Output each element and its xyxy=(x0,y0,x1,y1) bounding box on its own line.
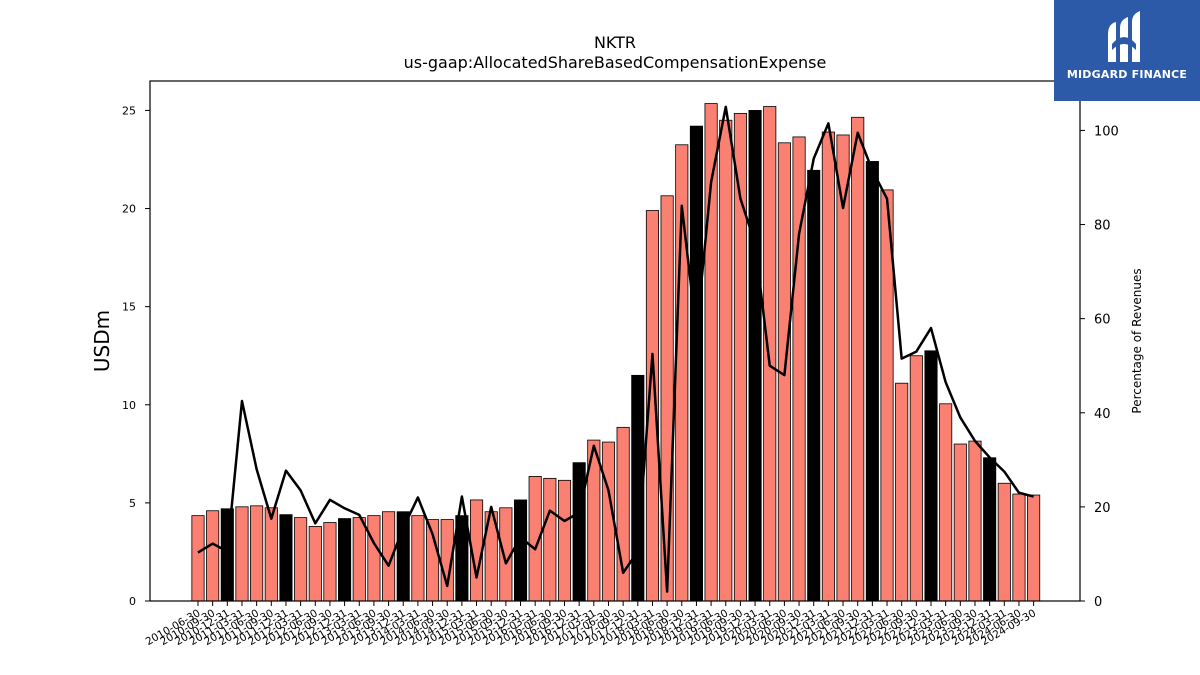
bar xyxy=(689,125,703,602)
bar xyxy=(206,510,220,602)
bar xyxy=(719,119,733,602)
y-tick-label: 15 xyxy=(122,301,136,314)
line-layer xyxy=(197,105,1034,593)
bar xyxy=(513,499,528,602)
bar xyxy=(748,110,762,602)
x-axis: 2010-06-302010-09-302010-12-312011-03-31… xyxy=(144,601,1038,648)
logo-mark-icon xyxy=(1108,11,1140,62)
bar xyxy=(338,518,352,602)
logo-text: MIDGARD FINANCE xyxy=(1066,68,1188,81)
y2-tick-label: 100 xyxy=(1094,124,1119,139)
bar xyxy=(983,457,997,602)
bar xyxy=(323,522,337,602)
y2-axis-label: Percentage of Revenues xyxy=(1130,268,1144,413)
bar xyxy=(396,511,410,602)
bar xyxy=(763,106,777,602)
bar xyxy=(953,443,967,602)
bar xyxy=(733,112,747,602)
bar xyxy=(616,426,630,602)
y2-tick-label: 60 xyxy=(1094,313,1111,328)
bar xyxy=(997,482,1011,602)
bar xyxy=(308,526,322,602)
bar xyxy=(895,382,909,602)
y2-tick-label: 0 xyxy=(1094,595,1102,610)
bar xyxy=(821,131,835,602)
bar xyxy=(572,462,586,602)
bar xyxy=(1012,493,1026,602)
bar xyxy=(557,479,572,602)
y-left-axis: 0 5 10 15 20 25 xyxy=(122,104,150,608)
bar xyxy=(352,517,366,602)
y-tick-label: 10 xyxy=(122,399,136,412)
bar xyxy=(367,515,381,602)
y2-tick-label: 40 xyxy=(1094,407,1111,422)
plot-frame xyxy=(149,80,1081,602)
bar xyxy=(924,350,938,602)
bar xyxy=(939,403,953,602)
bar xyxy=(250,505,264,602)
bar xyxy=(543,477,557,602)
bar xyxy=(191,515,205,602)
bar xyxy=(909,355,923,602)
bar xyxy=(865,161,879,602)
bar xyxy=(851,116,865,602)
bar xyxy=(1027,494,1041,602)
bar xyxy=(294,517,308,602)
y-tick-label: 25 xyxy=(122,104,136,117)
y-tick-label: 20 xyxy=(122,203,136,216)
chart-subtitle: us-gaap:AllocatedShareBasedCompensationE… xyxy=(404,53,827,72)
series-line xyxy=(197,105,1034,593)
y-axis-label: USDm xyxy=(90,310,114,372)
chart-title: NKTR xyxy=(594,33,636,52)
y2-tick-label: 80 xyxy=(1094,219,1111,234)
y2-tick-label: 20 xyxy=(1094,501,1111,516)
bar xyxy=(264,507,278,602)
bar xyxy=(235,506,249,602)
y-tick-label: 0 xyxy=(129,595,136,608)
brand-logo: MIDGARD FINANCE xyxy=(1054,0,1200,101)
bar xyxy=(411,515,425,602)
bar xyxy=(220,508,234,602)
y-tick-label: 5 xyxy=(129,497,136,510)
bar xyxy=(968,440,982,602)
bar xyxy=(279,514,293,602)
bar xyxy=(807,169,821,602)
y-right-axis: 0 20 40 60 80 100 xyxy=(1080,124,1119,610)
